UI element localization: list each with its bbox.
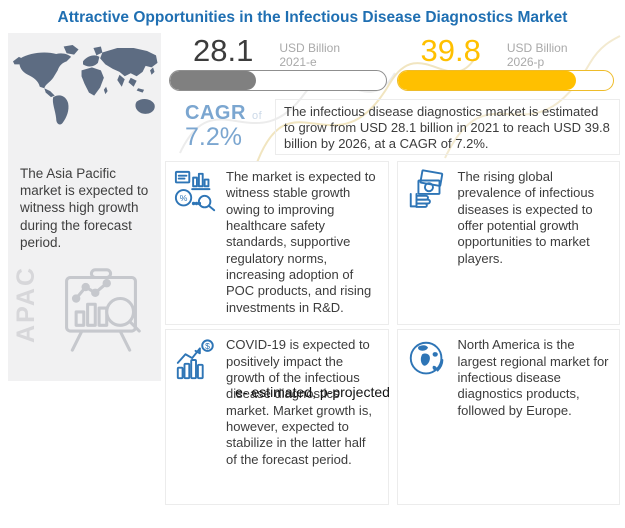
insight-text: North America is the largest regional ma… <box>457 337 609 418</box>
bar-2021-fill <box>170 70 257 90</box>
insights-grid: % The market is expected to witness stab… <box>165 160 620 506</box>
insight-text: The rising global prevalence of infectio… <box>457 168 595 266</box>
apac-description: The Asia Pacific market is expected to w… <box>20 165 149 250</box>
apac-label: APAC <box>12 266 40 343</box>
bar-2021-cell <box>165 69 393 91</box>
cagr-value: 7.2% <box>185 122 242 151</box>
stat-2021-value: 28.1 <box>193 33 254 68</box>
svg-text:%: % <box>180 193 188 203</box>
growth-bar-chart-icon: $ <box>173 337 219 383</box>
insight-north-america: North America is the largest regional ma… <box>396 329 620 506</box>
insight-rising-prevalence: The rising global prevalence of infectio… <box>396 160 620 326</box>
market-stats-column: 28.1 USD Billion 2021-e 39.8 USD Billion… <box>165 33 621 506</box>
stat-2026-value: 39.8 <box>420 33 481 68</box>
investment-money-icon <box>405 169 451 215</box>
insight-text: The market is expected to witness stable… <box>226 168 376 315</box>
progress-bars-row <box>165 69 621 91</box>
cagr-description: The infectious disease diagnostics marke… <box>275 98 620 155</box>
stats-row: 28.1 USD Billion 2021-e 39.8 USD Billion… <box>165 33 620 70</box>
cagr-label: CAGR of <box>185 101 263 124</box>
stat-2026-unit: USD Billion 2026-p <box>506 41 568 70</box>
cagr-block: CAGR of 7.2% <box>165 99 275 155</box>
svg-text:$: $ <box>205 341 210 351</box>
page-title: Attractive Opportunities in the Infectio… <box>57 9 568 26</box>
stat-2021: 28.1 USD Billion 2021-e <box>165 33 393 70</box>
cagr-row: CAGR of 7.2% The infectious disease diag… <box>165 98 620 155</box>
bar-2026-track <box>396 69 614 91</box>
insight-text: COVID-19 is expected to positively impac… <box>226 337 372 467</box>
globe-icon <box>405 337 451 383</box>
footnote: e- estimated, p-projected <box>235 384 390 400</box>
bar-2026-cell <box>393 69 621 91</box>
market-analysis-icon: % <box>173 169 219 215</box>
insight-market-growth: % The market is expected to witness stab… <box>165 160 389 326</box>
bar-2021-track <box>169 69 387 91</box>
stat-2021-unit: USD Billion 2021-e <box>279 41 341 70</box>
presentation-chart-icon <box>53 266 149 359</box>
apac-region-panel: The Asia Pacific market is expected to w… <box>8 33 161 381</box>
bar-2026-fill <box>397 70 577 90</box>
insight-covid-impact: $ COVID-19 is expected to positively imp… <box>165 329 389 506</box>
world-map-image <box>12 45 158 125</box>
stat-2026: 39.8 USD Billion 2026-p <box>393 33 621 70</box>
main-content: The Asia Pacific market is expected to w… <box>8 33 621 506</box>
